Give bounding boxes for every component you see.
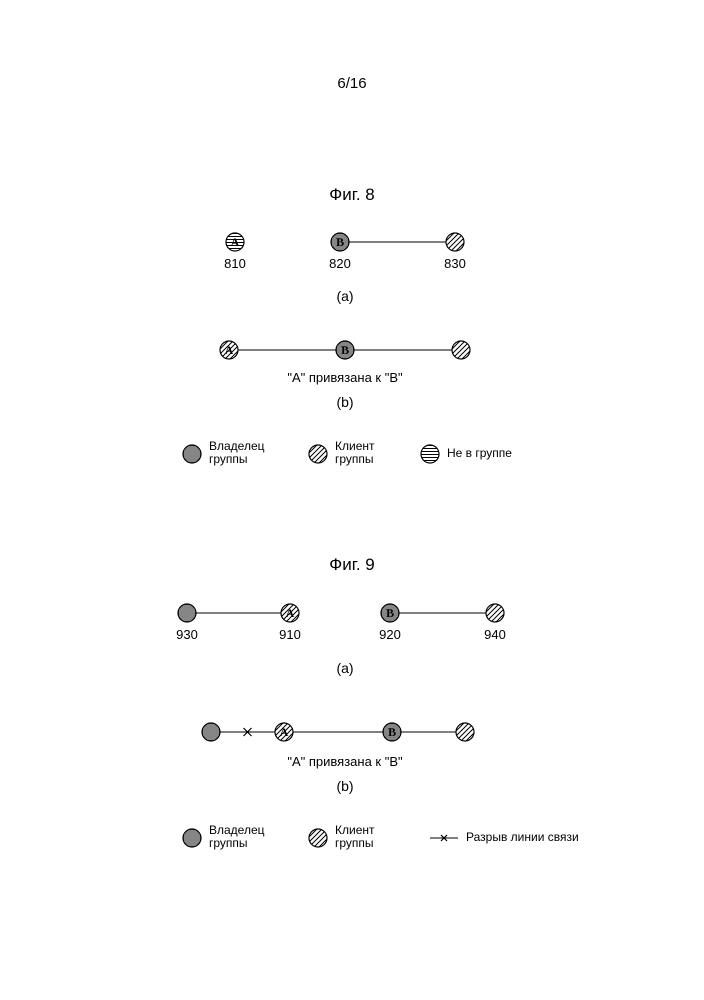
legend-label-fig9-2-0: Разрыв линии связи <box>466 831 579 845</box>
legend-label-fig9-0-1: группы <box>209 837 248 851</box>
ref-940: 940 <box>484 627 506 642</box>
node-fig9a-930 <box>177 603 197 623</box>
node-letter-fig8a-820: B <box>336 235 344 250</box>
node-letter-fig9b-c3: B <box>388 725 396 740</box>
legend-label-fig8-0-1: группы <box>209 453 248 467</box>
fig8-title: Фиг. 8 <box>329 185 374 205</box>
fig8-a-label: (a) <box>336 288 353 304</box>
fig8-b-caption: "A" привязана к "B" <box>287 370 402 385</box>
node-letter-fig9b-c2: A <box>280 725 289 740</box>
legend-swatch-fig8-2 <box>420 444 440 464</box>
node-letter-fig8b-b1: A <box>225 343 234 358</box>
legend-swatch-fig8-0 <box>182 444 202 464</box>
fig9-b-caption: "A" привязана к "B" <box>287 754 402 769</box>
ref-930: 930 <box>176 627 198 642</box>
node-letter-fig9a-910: A <box>286 606 295 621</box>
node-fig8a-830 <box>445 232 465 252</box>
node-fig9b-c4 <box>455 722 475 742</box>
ref-830: 830 <box>444 256 466 271</box>
node-fig9a-940 <box>485 603 505 623</box>
legend-swatch-fig8-1 <box>308 444 328 464</box>
ref-910: 910 <box>279 627 301 642</box>
fig9-b-label: (b) <box>336 778 353 794</box>
ref-820: 820 <box>329 256 351 271</box>
fig9-a-label: (a) <box>336 660 353 676</box>
legend-label-fig9-1-1: группы <box>335 837 374 851</box>
node-fig8b-b3 <box>451 340 471 360</box>
fig9-title: Фиг. 9 <box>329 555 374 575</box>
node-letter-fig8a-810: A <box>231 235 240 250</box>
legend-swatch-fig9-0 <box>182 828 202 848</box>
node-letter-fig9a-920: B <box>386 606 394 621</box>
legend-label-fig8-2-0: Не в группе <box>447 447 512 461</box>
node-letter-fig8b-b2: B <box>341 343 349 358</box>
fig8-b-label: (b) <box>336 394 353 410</box>
ref-920: 920 <box>379 627 401 642</box>
node-fig9b-c1 <box>201 722 221 742</box>
page-number: 6/16 <box>337 75 366 92</box>
legend-swatch-fig9-1 <box>308 828 328 848</box>
ref-810: 810 <box>224 256 246 271</box>
legend-label-fig8-1-1: группы <box>335 453 374 467</box>
